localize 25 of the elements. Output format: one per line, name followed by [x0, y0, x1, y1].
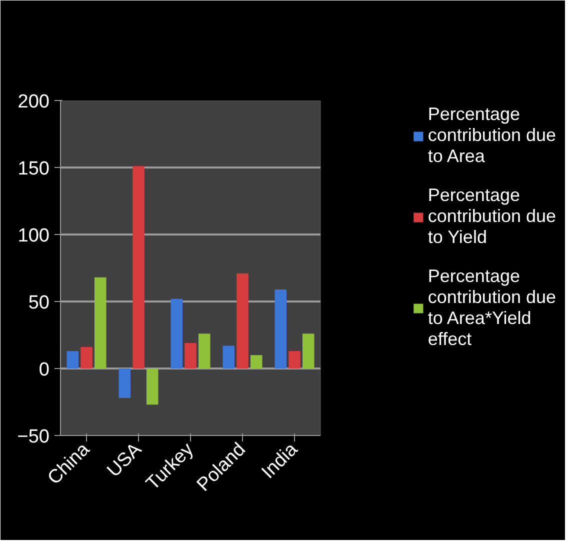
bar — [132, 166, 144, 368]
y-tick-label: 0 — [38, 360, 50, 380]
y-tick-label: 150 — [18, 158, 50, 180]
bar — [302, 334, 314, 368]
legend-label: Percentage contribution due to Area*Yield effect — [428, 266, 556, 350]
bar — [250, 355, 262, 368]
bar — [80, 347, 92, 368]
bar — [184, 343, 196, 368]
bar — [66, 351, 79, 368]
legend-label: Percentage contribution due to Area — [428, 104, 556, 167]
x-tick-label: USA — [103, 438, 146, 482]
bar — [198, 334, 210, 368]
bar — [274, 289, 287, 368]
y-tick-label: −50 — [17, 426, 50, 448]
bar — [118, 368, 131, 398]
y-tick-label: 100 — [18, 226, 50, 246]
y-tick-label: 200 — [18, 92, 50, 112]
bar — [236, 273, 248, 368]
bar — [222, 346, 235, 368]
y-tick-label: 50 — [28, 292, 50, 314]
legend-label: Percentage contribution due to Yield — [428, 185, 556, 248]
bar — [146, 368, 158, 405]
bar — [288, 351, 300, 368]
bar — [94, 277, 106, 368]
bar — [170, 298, 183, 368]
